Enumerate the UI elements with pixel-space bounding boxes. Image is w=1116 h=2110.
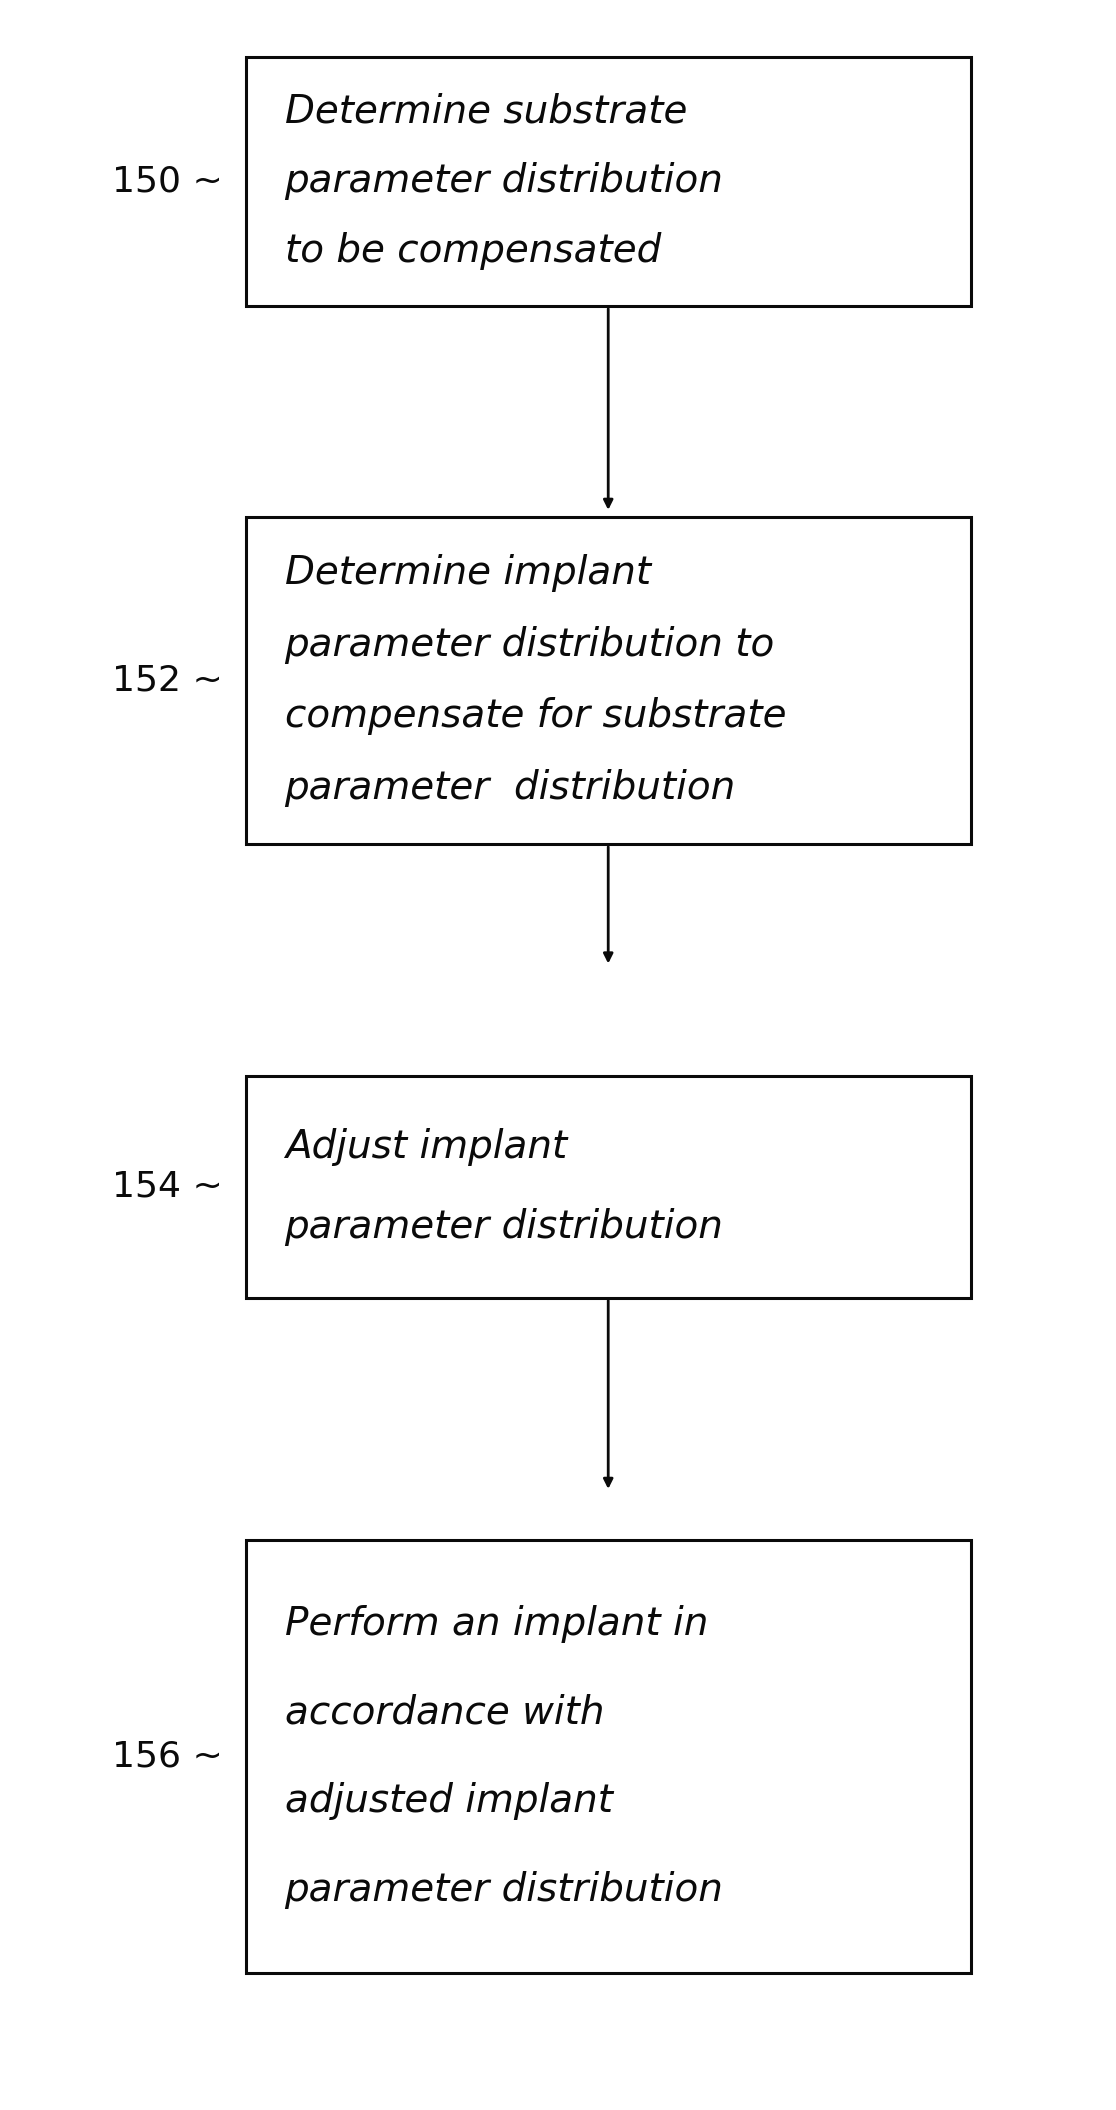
Bar: [246, 1076, 971, 1298]
Text: parameter distribution: parameter distribution: [285, 1207, 723, 1247]
Text: Determine substrate: Determine substrate: [285, 93, 687, 131]
Text: Determine implant: Determine implant: [285, 553, 651, 593]
Text: 154 ~: 154 ~: [113, 1169, 223, 1205]
Bar: [246, 517, 971, 844]
Text: compensate for substrate: compensate for substrate: [285, 696, 786, 736]
Text: 150 ~: 150 ~: [113, 165, 223, 198]
Text: parameter distribution: parameter distribution: [285, 162, 723, 200]
Text: adjusted implant: adjusted implant: [285, 1781, 613, 1821]
Text: to be compensated: to be compensated: [285, 232, 661, 270]
Text: parameter  distribution: parameter distribution: [285, 768, 735, 808]
Text: Perform an implant in: Perform an implant in: [285, 1604, 708, 1644]
Text: 152 ~: 152 ~: [113, 663, 223, 698]
Text: parameter distribution: parameter distribution: [285, 1869, 723, 1910]
Text: Adjust implant: Adjust implant: [285, 1127, 567, 1167]
Text: parameter distribution to: parameter distribution to: [285, 625, 775, 665]
Bar: [246, 1540, 971, 1973]
Text: accordance with: accordance with: [285, 1692, 604, 1732]
Text: 156 ~: 156 ~: [113, 1739, 223, 1775]
Bar: [246, 57, 971, 306]
